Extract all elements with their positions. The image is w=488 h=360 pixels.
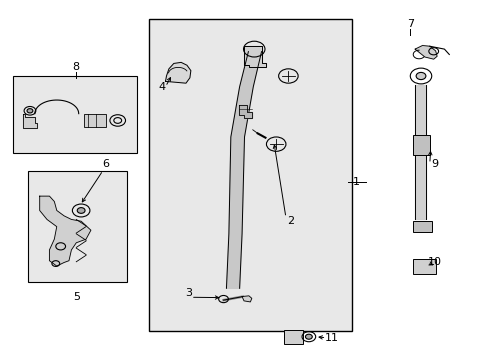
Polygon shape xyxy=(226,51,261,288)
Bar xyxy=(83,114,105,127)
Polygon shape xyxy=(414,45,436,59)
Text: 2: 2 xyxy=(286,216,294,226)
Bar xyxy=(412,135,429,155)
Polygon shape xyxy=(238,105,251,118)
Polygon shape xyxy=(40,196,91,266)
Polygon shape xyxy=(242,296,251,302)
Polygon shape xyxy=(244,45,266,67)
Text: 10: 10 xyxy=(427,257,441,267)
Polygon shape xyxy=(22,114,37,128)
Text: 5: 5 xyxy=(73,292,80,302)
Bar xyxy=(13,76,137,153)
Polygon shape xyxy=(165,62,190,83)
Text: 8: 8 xyxy=(73,62,80,72)
Circle shape xyxy=(415,72,425,80)
Text: 3: 3 xyxy=(184,288,191,298)
Text: 1: 1 xyxy=(352,177,360,187)
Bar xyxy=(412,259,435,274)
Text: 9: 9 xyxy=(430,159,437,169)
Circle shape xyxy=(77,208,85,213)
Bar xyxy=(283,329,303,344)
Bar xyxy=(149,19,351,330)
Text: 6: 6 xyxy=(102,159,109,169)
Text: 11: 11 xyxy=(325,333,339,343)
Text: 7: 7 xyxy=(406,19,413,29)
Circle shape xyxy=(305,334,312,339)
Bar xyxy=(412,221,431,232)
Text: 4: 4 xyxy=(158,82,165,92)
Bar xyxy=(27,171,127,282)
Circle shape xyxy=(27,109,33,113)
